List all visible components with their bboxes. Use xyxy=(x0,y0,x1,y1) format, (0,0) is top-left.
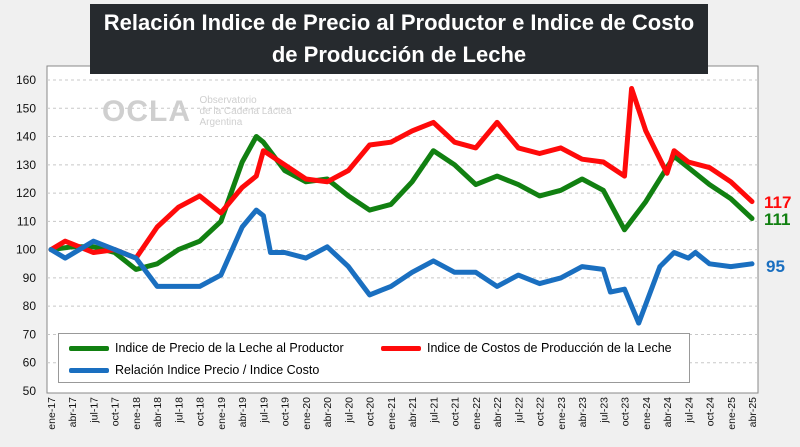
x-tick-label: abr-19 xyxy=(237,397,249,428)
end-label-costo: 117 xyxy=(764,193,792,212)
legend-label: Indice de Costos de Producción de la Lec… xyxy=(427,341,672,355)
x-tick-label: abr-17 xyxy=(67,397,79,428)
x-tick-label: oct-19 xyxy=(280,397,292,426)
y-tick-label: 80 xyxy=(23,299,37,313)
y-tick-label: 100 xyxy=(16,243,36,257)
x-tick-label: ene-19 xyxy=(216,397,228,430)
x-tick-label: oct-18 xyxy=(195,397,207,426)
x-tick-label: abr-18 xyxy=(152,397,164,428)
x-tick-label: ene-17 xyxy=(46,397,58,430)
legend-item-precio: Indice de Precio de la Leche al Producto… xyxy=(69,341,344,355)
legend-swatch xyxy=(69,345,109,351)
x-tick-label: oct-24 xyxy=(705,397,717,426)
x-tick-label: ene-25 xyxy=(726,397,738,430)
y-tick-label: 60 xyxy=(23,356,37,370)
series-line-0 xyxy=(48,134,755,272)
x-tick-label: ene-20 xyxy=(301,397,313,430)
watermark-line: de la Cadena Láctea xyxy=(199,106,292,117)
end-label-relacion: 95 xyxy=(766,257,785,276)
x-tick-label: abr-23 xyxy=(577,397,589,428)
y-tick-label: 160 xyxy=(16,73,36,87)
watermark-brand: OCLA xyxy=(102,95,191,128)
title-line-1: Relación Indice de Precio al Productor e… xyxy=(103,10,695,35)
ocla-watermark: OCLA Observatorio de la Cadena Láctea Ar… xyxy=(60,95,292,130)
x-tick-label: oct-17 xyxy=(110,397,122,426)
x-tick-label: abr-25 xyxy=(747,397,759,428)
chart-title: Relación Indice de Precio al Productor e… xyxy=(90,4,708,74)
x-tick-label: jul-18 xyxy=(173,397,185,424)
legend-label: Indice de Precio de la Leche al Producto… xyxy=(115,341,344,355)
x-tick-label: oct-22 xyxy=(535,397,547,426)
x-tick-label: jul-22 xyxy=(513,397,525,424)
y-tick-label: 130 xyxy=(16,158,36,172)
legend-item-relacion: Relación Indice Precio / Indice Costo xyxy=(69,363,319,377)
y-tick-label: 110 xyxy=(17,214,36,228)
series-line-1 xyxy=(48,86,755,261)
watermark-line: Observatorio xyxy=(199,95,257,106)
x-tick-label: ene-18 xyxy=(131,397,143,430)
y-tick-label: 90 xyxy=(23,271,37,285)
y-tick-label: 50 xyxy=(23,384,37,398)
x-tick-label: abr-24 xyxy=(662,397,674,428)
legend: Indice de Precio de la Leche al Producto… xyxy=(58,333,690,383)
x-tick-label: jul-19 xyxy=(258,397,270,424)
x-tick-label: jul-23 xyxy=(598,397,610,424)
watermark-line: Argentina xyxy=(199,117,243,128)
y-tick-label: 120 xyxy=(16,186,36,200)
x-tick-label: oct-21 xyxy=(450,397,462,426)
y-tick-label: 140 xyxy=(16,130,36,144)
x-tick-label: jul-21 xyxy=(428,397,440,424)
x-tick-label: abr-20 xyxy=(322,397,334,428)
x-tick-label: ene-22 xyxy=(471,397,483,430)
series-line-2 xyxy=(48,207,755,326)
title-line-2: de Producción de Leche xyxy=(271,42,527,67)
y-tick-label: 150 xyxy=(16,101,36,115)
legend-label: Relación Indice Precio / Indice Costo xyxy=(115,363,320,377)
legend-item-costo: Indice de Costos de Producción de la Lec… xyxy=(381,341,672,355)
end-label-precio: 111 xyxy=(764,210,791,229)
x-tick-label: oct-23 xyxy=(620,397,632,426)
x-tick-label: abr-21 xyxy=(407,397,419,428)
watermark-text: Observatorio de la Cadena Láctea Argenti… xyxy=(199,95,291,128)
x-tick-label: ene-21 xyxy=(386,397,398,430)
legend-swatch xyxy=(381,345,421,351)
x-tick-label: oct-20 xyxy=(365,397,377,426)
legend-swatch xyxy=(69,367,109,373)
x-tick-label: ene-23 xyxy=(556,397,568,430)
x-tick-label: abr-22 xyxy=(492,397,504,428)
y-tick-label: 70 xyxy=(23,327,37,341)
x-tick-label: jul-17 xyxy=(88,397,100,424)
x-tick-label: jul-24 xyxy=(683,397,695,424)
x-tick-label: ene-24 xyxy=(641,397,653,430)
x-tick-label: jul-20 xyxy=(343,397,355,424)
